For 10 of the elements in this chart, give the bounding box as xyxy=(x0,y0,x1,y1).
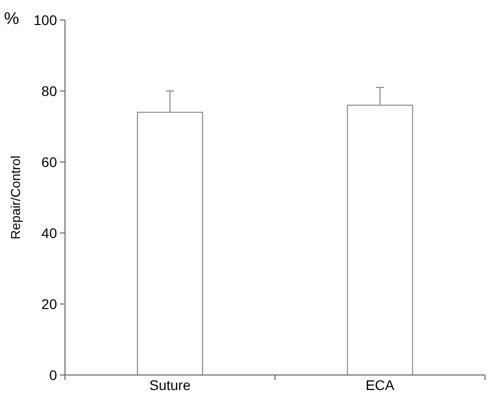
text: % xyxy=(4,9,20,28)
y-tick-label: 0 xyxy=(49,366,58,383)
x-tick-label: Suture xyxy=(149,377,191,393)
y-tick-label: 60 xyxy=(41,154,58,170)
y-axis-title: Repair/Control xyxy=(8,155,23,240)
y-tick-label: 40 xyxy=(41,224,58,241)
y-tick-label: 80 xyxy=(41,82,58,99)
y-tick-label: 100 xyxy=(34,12,58,28)
y-tick-label: 20 xyxy=(41,296,58,312)
x-tick-label: ECA xyxy=(366,377,396,393)
